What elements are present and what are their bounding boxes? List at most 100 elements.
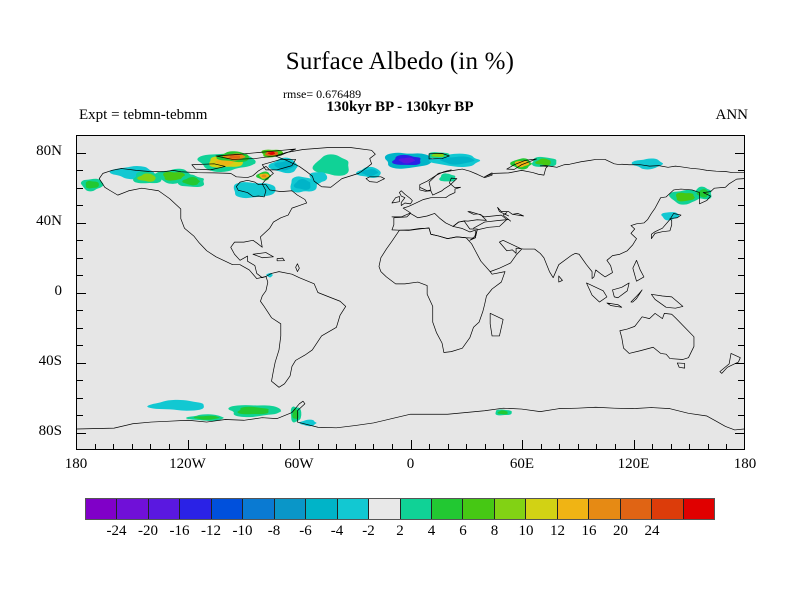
colorbar-cell[interactable] — [211, 499, 244, 519]
longitude-label: 0 — [406, 456, 415, 472]
anomaly-blob — [229, 155, 241, 159]
anomaly-blob — [158, 402, 200, 410]
longitude-tick — [280, 444, 282, 449]
longitude-tick — [744, 440, 745, 449]
longitude-label: 180 — [733, 456, 757, 472]
colorbar[interactable] — [85, 498, 715, 520]
latitude-tick — [76, 380, 83, 381]
longitude-tick — [614, 444, 616, 449]
coastline-path — [391, 196, 400, 204]
latitude-tick — [738, 187, 745, 189]
colorbar-cell[interactable] — [431, 499, 464, 519]
coastline-path — [651, 213, 682, 239]
colorbar-cell[interactable] — [369, 499, 401, 519]
longitude-tick — [484, 444, 486, 449]
anomaly-blob — [261, 174, 267, 178]
colorbar-cell[interactable] — [180, 499, 212, 519]
colorbar-cell[interactable] — [117, 499, 149, 519]
colorbar-cell[interactable] — [400, 499, 432, 519]
coastline-path — [295, 263, 300, 272]
latitude-tick — [738, 327, 745, 329]
colorbar-tick-label: 8 — [490, 523, 499, 539]
coastline-path — [452, 211, 508, 241]
latitude-tick — [76, 397, 83, 399]
longitude-label: 60E — [509, 456, 535, 472]
latitude-tick — [76, 327, 83, 329]
coastline-path — [558, 275, 563, 283]
coastline-path — [632, 259, 645, 282]
coastline-path — [586, 282, 608, 303]
anomaly-blob — [85, 180, 99, 189]
longitude-tick — [429, 444, 431, 449]
anomaly-blob — [292, 408, 299, 419]
anomaly-blob — [274, 160, 296, 171]
latitude-tick — [76, 362, 86, 364]
longitude-tick — [466, 444, 468, 449]
coastline-path — [378, 227, 506, 353]
anomaly-blob — [237, 406, 269, 415]
anomaly-blob — [675, 192, 696, 202]
coastline-path — [619, 313, 695, 360]
map-plot-area — [76, 135, 745, 450]
colorbar-cell[interactable] — [243, 499, 275, 519]
colorbar-cell[interactable] — [557, 499, 590, 519]
longitude-label: 120E — [617, 456, 650, 472]
coastline-path — [77, 400, 744, 431]
latitude-label: 80S — [38, 422, 62, 439]
latitude-tick — [738, 275, 745, 276]
colorbar-cell[interactable] — [683, 499, 715, 519]
case-subtitle: 130kyr BP - 130kyr BP — [326, 99, 474, 115]
colorbar-cell[interactable] — [526, 499, 558, 519]
coastline-path — [276, 257, 285, 262]
colorbar-tick-label: -24 — [106, 523, 127, 539]
colorbar-tick-label: 12 — [550, 523, 565, 539]
latitude-tick — [76, 345, 83, 346]
anomaly-blob — [293, 179, 311, 190]
longitude-tick — [317, 444, 319, 449]
colorbar-cell[interactable] — [620, 499, 653, 519]
longitude-tick — [354, 444, 356, 449]
anomaly-blob — [312, 173, 324, 182]
coastline-path — [506, 158, 537, 170]
colorbar-cell[interactable] — [463, 499, 495, 519]
latitude-tick — [76, 415, 83, 416]
latitude-tick — [738, 345, 745, 346]
colorbar-tick-label: 16 — [581, 523, 597, 539]
colorbar-cell[interactable] — [652, 499, 684, 519]
colorbar-container — [85, 498, 715, 520]
longitude-tick — [596, 444, 598, 449]
coastline-path — [428, 153, 450, 160]
latitude-tick — [735, 362, 745, 364]
latitude-tick — [738, 397, 745, 399]
colorbar-tick-label: 10 — [518, 523, 534, 539]
anomaly-blob — [137, 173, 156, 182]
latitude-tick — [76, 292, 86, 294]
longitude-tick — [168, 444, 170, 449]
latitude-tick — [76, 222, 86, 224]
longitude-tick — [633, 440, 635, 449]
colorbar-cell[interactable] — [86, 499, 118, 519]
anomaly-blob — [439, 156, 476, 165]
colorbar-cell[interactable] — [589, 499, 621, 519]
coastline-path — [365, 176, 385, 183]
coastline-path — [391, 169, 461, 218]
anomaly-blob — [193, 415, 221, 420]
colorbar-cell[interactable] — [148, 499, 181, 519]
colorbar-cell[interactable] — [274, 499, 307, 519]
latitude-tick — [76, 275, 83, 276]
longitude-tick — [113, 444, 115, 449]
colorbar-cell[interactable] — [494, 499, 527, 519]
colorbar-cell[interactable] — [337, 499, 370, 519]
colorbar-tick-label: 4 — [427, 523, 436, 539]
latitude-tick — [738, 257, 745, 259]
coastline-path — [274, 147, 376, 188]
latitude-tick — [76, 152, 86, 154]
world-map-canvas — [77, 136, 744, 449]
anomaly-blob — [497, 410, 508, 415]
season-label: ANN — [715, 107, 749, 123]
colorbar-cell[interactable] — [306, 499, 338, 519]
anomaly-blob — [441, 174, 453, 181]
latitude-tick — [76, 310, 83, 311]
coastline-path — [489, 178, 744, 279]
anomaly-blob — [360, 169, 379, 177]
